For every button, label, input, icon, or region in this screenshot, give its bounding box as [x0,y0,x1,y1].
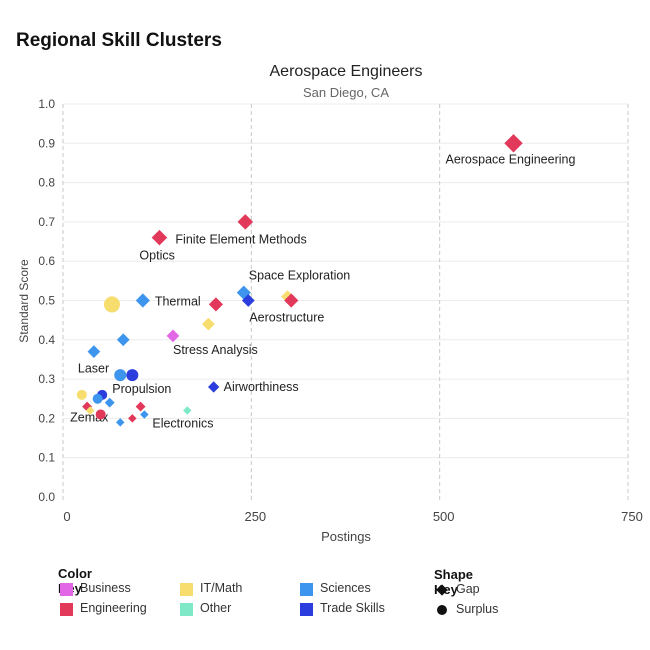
y-tick-label: 0.8 [38,176,55,190]
x-axis-label: Postings [321,529,371,544]
point-surplus-4 [103,296,120,313]
point-gap-24 [85,406,95,415]
x-tick-label: 750 [621,509,643,524]
point-surplus-16 [126,369,139,382]
shape-key-label-gap: Gap [456,582,480,596]
point-gap-0 [504,134,523,153]
point-gap-27 [183,406,192,415]
point-label: Airworthiness [224,380,299,394]
x-tick-label: 500 [433,509,455,524]
y-axis-label: Standard Score [17,259,31,343]
point-surplus-20 [92,393,103,404]
color-key-label-other: Other [200,601,232,615]
point-label: Optics [139,249,174,263]
y-tick-label: 0.9 [38,136,55,150]
point-label: Thermal [155,295,201,309]
y-tick-label: 0.0 [38,490,55,504]
point-label: Space Exploration [249,269,351,283]
point-label: Aerospace Engineering [445,152,575,166]
point-label: Finite Element Methods [175,233,306,247]
point-gap-21 [104,397,115,408]
x-tick-label: 0 [63,509,70,524]
color-key-label-business: Business [80,581,131,595]
point-surplus-25 [95,409,106,420]
point-gap-28 [128,414,137,423]
color-key-label-sciences: Sciences [320,581,371,595]
diamond-icon [436,584,448,596]
point-gap-2 [151,229,168,246]
point-gap-5 [135,293,150,308]
point-gap-6 [208,297,223,312]
color-swatch-itmath [180,583,193,596]
point-gap-17 [208,381,220,393]
scatter-chart: 0.0 0.1 0.2 0.3 0.4 0.5 0.6 0.7 0.8 0.9 1.0 0 250 500… [17,97,643,544]
point-gap-10 [284,293,299,308]
circle-icon [437,605,447,615]
color-swatch-business [60,583,73,596]
y-tick-label: 0.6 [38,254,55,268]
point-surplus-18 [76,389,87,400]
y-tick-label: 0.5 [38,294,55,308]
x-tick-label: 250 [244,509,266,524]
y-tick-label: 0.3 [38,372,55,386]
point-gap-11 [241,294,255,307]
point-gap-14 [87,345,101,358]
point-label: Laser [78,362,109,376]
y-tick-label: 0.4 [38,333,55,347]
y-tick-label: 0.2 [38,411,55,425]
point-gap-13 [116,333,130,347]
chart-title: Aerospace Engineers [269,63,423,80]
color-key-label-trade-skills: Trade Skills [320,601,385,615]
y-tick-label: 1.0 [38,97,55,111]
y-tick-label: 0.1 [38,451,55,465]
point-gap-1 [237,214,254,230]
point-gap-29 [116,418,125,427]
color-swatch-engineering [60,603,73,616]
shape-key-label-surplus: Surplus [456,602,499,616]
point-gap-23 [135,401,146,412]
chart-subtitle: San Diego, CA [303,85,389,100]
point-label: Aerostructure [249,311,324,325]
point-gap-12 [166,329,180,343]
color-swatch-sciences [300,583,313,596]
point-label: Electronics [152,416,213,430]
point-label: Stress Analysis [173,343,258,357]
color-swatch-trade-skills [300,603,313,616]
point-label: Propulsion [112,382,171,396]
color-key-label-itmath: IT/Math [200,581,243,595]
page-title: Regional Skill Clusters [16,30,222,51]
color-swatch-other [180,603,193,616]
point-surplus-15 [114,369,127,382]
point-gap-7 [202,317,215,331]
point-gap-26 [140,410,149,419]
y-tick-label: 0.7 [38,215,55,229]
color-key-label-engineering: Engineering [80,601,147,615]
